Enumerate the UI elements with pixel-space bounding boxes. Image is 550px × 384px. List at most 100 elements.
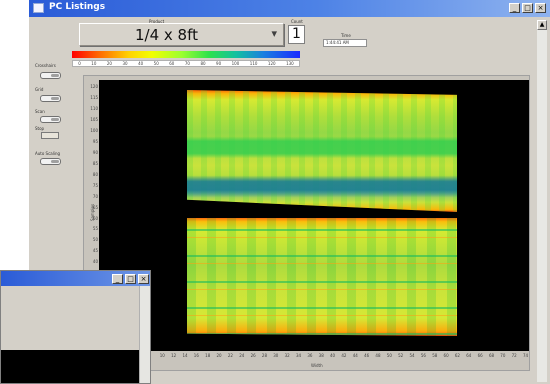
- scale-tick-label: 60: [169, 61, 175, 66]
- y-tick-label: 100: [90, 127, 98, 133]
- x-tick-label: 46: [364, 353, 370, 358]
- x-axis: 0246810121416182022242628303234363840424…: [99, 353, 529, 360]
- y-tick-label: 85: [92, 160, 98, 166]
- stop-button[interactable]: [41, 132, 59, 139]
- scan-label: Scan: [35, 109, 45, 114]
- vertical-scrollbar[interactable]: ▲: [537, 20, 547, 382]
- y-tick-label: 110: [90, 105, 98, 111]
- auto-scaling-label: Auto Scaling: [35, 151, 61, 156]
- chevron-down-icon: ▾: [271, 27, 277, 40]
- crosshairs-toggle[interactable]: [40, 72, 61, 79]
- x-tick-label: 34: [295, 353, 302, 358]
- y-tick-label: 55: [92, 226, 98, 232]
- secondary-scrollbar[interactable]: [139, 286, 150, 383]
- window-controls: _ □ ×: [509, 3, 546, 13]
- secondary-window-controls: _ □ ×: [112, 274, 149, 284]
- x-tick-label: 54: [409, 353, 415, 358]
- y-tick-label: 70: [92, 193, 98, 199]
- x-tick-label: 24: [239, 353, 245, 358]
- scale-tick-label: 20: [106, 61, 112, 66]
- color-scale-labels: 0 10 20 30 40 50 60 70 80 90 100 110 120 130: [72, 60, 300, 67]
- product-label: Product: [149, 19, 165, 24]
- y-tick-label: 105: [90, 116, 98, 122]
- y-tick-label: 75: [92, 182, 98, 188]
- app-icon: [33, 3, 44, 13]
- x-tick-label: 42: [341, 353, 347, 358]
- x-tick-label: 20: [216, 353, 222, 358]
- y-tick-label: 50: [92, 237, 98, 243]
- stop-label: Stop: [35, 126, 45, 131]
- heatmap-upper-band: [187, 90, 457, 212]
- x-tick-label: 52: [398, 353, 404, 358]
- x-tick-label: 60: [443, 353, 449, 358]
- scan-toggle[interactable]: [40, 116, 61, 123]
- product-value: 1/4 x 8ft: [135, 26, 198, 44]
- x-tick-label: 28: [261, 353, 267, 358]
- secondary-window: _ □ ×: [0, 270, 151, 384]
- scale-tick-label: 110: [249, 61, 258, 66]
- secondary-minimize-button[interactable]: _: [112, 274, 123, 284]
- x-tick-label: 26: [250, 353, 256, 358]
- x-tick-label: 14: [182, 353, 188, 358]
- x-tick-label: 36: [307, 353, 313, 358]
- scale-tick-label: 50: [153, 61, 159, 66]
- scroll-up-button[interactable]: ▲: [537, 20, 547, 30]
- scale-tick-label: 40: [138, 61, 144, 66]
- x-tick-label: 68: [488, 353, 495, 358]
- x-tick-label: 50: [386, 353, 392, 358]
- x-tick-label: 16: [193, 353, 199, 358]
- time-field: 1:44:41 AM: [323, 39, 367, 47]
- x-axis-title: Width: [311, 363, 323, 368]
- minimize-button[interactable]: _: [509, 3, 520, 13]
- x-tick-label: 62: [454, 353, 460, 358]
- y-tick-label: 80: [92, 171, 98, 177]
- auto-scaling-toggle[interactable]: [40, 158, 61, 165]
- x-tick-label: 40: [330, 353, 336, 358]
- main-window: PC Listings _ □ × Product 1/4 x 8ft ▾ Co…: [28, 0, 550, 384]
- x-tick-label: 10: [159, 353, 165, 358]
- count-label: Count: [291, 19, 303, 24]
- x-tick-label: 38: [318, 353, 324, 358]
- scale-tick-label: 30: [122, 61, 128, 66]
- x-tick-label: 70: [500, 353, 506, 358]
- x-tick-label: 56: [420, 353, 426, 358]
- x-tick-label: 74: [523, 353, 529, 358]
- close-button[interactable]: ×: [535, 3, 546, 13]
- grid-label: Grid: [35, 87, 44, 92]
- y-tick-label: 60: [92, 215, 98, 221]
- x-tick-label: 64: [466, 353, 472, 358]
- crosshairs-label: Crosshairs: [35, 63, 56, 68]
- y-axis-title: Samples: [90, 203, 96, 222]
- title-bar[interactable]: PC Listings _ □ ×: [29, 0, 550, 17]
- secondary-display-area: [1, 350, 139, 383]
- time-label: Time: [341, 33, 351, 38]
- heatmap-plot[interactable]: [99, 80, 529, 351]
- secondary-close-button[interactable]: ×: [138, 274, 149, 284]
- secondary-title-bar[interactable]: _ □ ×: [1, 271, 150, 286]
- y-tick-label: 40: [92, 259, 98, 265]
- window-title: PC Listings: [49, 2, 106, 12]
- grid-toggle[interactable]: [40, 95, 61, 102]
- x-tick-label: 44: [352, 353, 358, 358]
- scale-tick-label: 130: [286, 61, 294, 66]
- y-tick-label: 115: [90, 94, 98, 100]
- x-tick-label: 22: [227, 353, 233, 358]
- y-tick-label: 95: [92, 138, 98, 144]
- scale-tick-label: 0: [78, 61, 81, 66]
- y-tick-label: 90: [92, 149, 98, 155]
- scale-tick-label: 90: [216, 61, 222, 66]
- scale-tick-label: 10: [91, 61, 97, 66]
- heatmap-lower-band: [187, 218, 457, 336]
- secondary-maximize-button[interactable]: □: [125, 274, 136, 284]
- y-tick-label: 65: [92, 204, 98, 210]
- product-dropdown[interactable]: 1/4 x 8ft ▾: [79, 23, 284, 46]
- count-field[interactable]: 1: [288, 25, 305, 44]
- maximize-button[interactable]: □: [522, 3, 533, 13]
- x-tick-label: 30: [273, 353, 279, 358]
- y-tick-label: 45: [92, 248, 98, 254]
- y-tick-label: 120: [90, 84, 98, 89]
- color-scale-bar: [72, 51, 300, 58]
- scale-tick-label: 80: [200, 61, 206, 66]
- x-tick-label: 66: [477, 353, 483, 358]
- scale-tick-label: 120: [267, 61, 276, 66]
